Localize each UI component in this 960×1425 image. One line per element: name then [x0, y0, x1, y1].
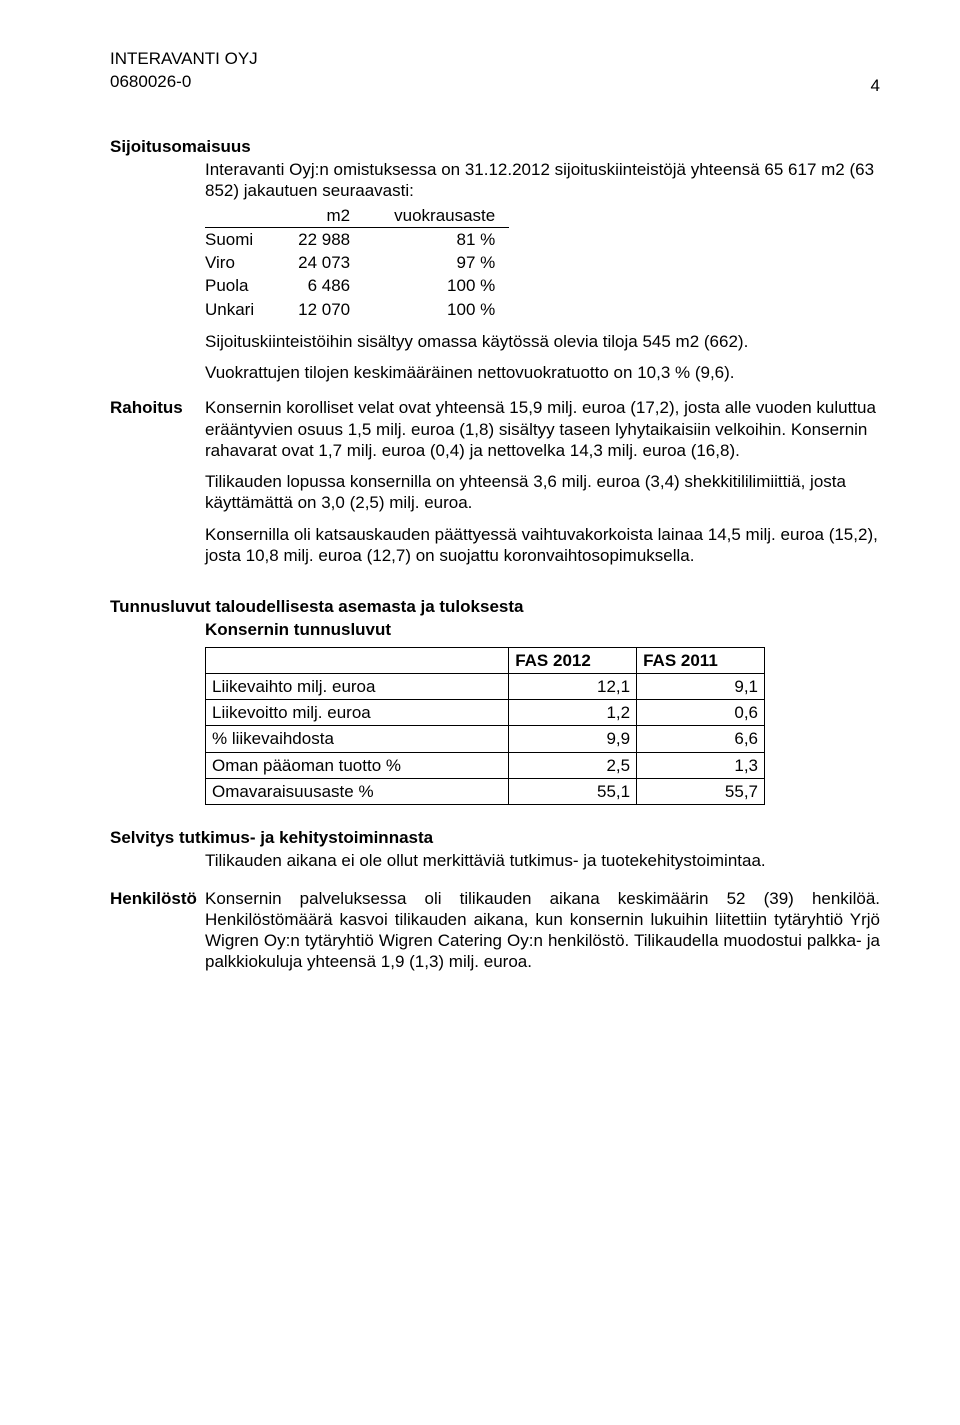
kpi-col-2011: FAS 2011 [637, 647, 765, 673]
kpi-2011: 0,6 [637, 700, 765, 726]
kpi-table: FAS 2012 FAS 2011 Liikevaihto milj. euro… [205, 647, 765, 806]
col-occupancy: vuokrausaste [364, 204, 509, 228]
table-row: Liikevoitto milj. euroa 1,2 0,6 [206, 700, 765, 726]
investment-assets-heading: Sijoitusomaisuus [110, 136, 880, 157]
kpi-label: Oman pääoman tuotto % [206, 752, 509, 778]
page-number: 4 [110, 75, 880, 96]
table-row: Omavaraisuusaste % 55,1 55,7 [206, 778, 765, 804]
kpi-col-label [206, 647, 509, 673]
cell-country: Viro [205, 251, 268, 274]
kpi-2011: 1,3 [637, 752, 765, 778]
col-country [205, 204, 268, 228]
financing-p1: Konsernin korolliset velat ovat yhteensä… [205, 397, 880, 461]
kpi-label: Liikevaihto milj. euroa [206, 673, 509, 699]
cell-country: Unkari [205, 298, 268, 321]
cell-m2: 6 486 [268, 274, 364, 297]
own-use-text: Sijoituskiinteistöihin sisältyy omassa k… [205, 331, 880, 352]
financing-heading: Rahoitus [110, 397, 205, 418]
cell-country: Suomi [205, 227, 268, 251]
cell-occupancy: 100 % [364, 298, 509, 321]
kpi-label: Liikevoitto milj. euroa [206, 700, 509, 726]
table-row: Puola 6 486 100 % [205, 274, 509, 297]
kpi-label: Omavaraisuusaste % [206, 778, 509, 804]
kpi-2012: 1,2 [509, 700, 637, 726]
kpi-2011: 6,6 [637, 726, 765, 752]
rnd-body: Tilikauden aikana ei ole ollut merkittäv… [205, 850, 880, 871]
kpi-heading: Tunnusluvut taloudellisesta asemasta ja … [110, 596, 880, 617]
company-name: INTERAVANTI OYJ [110, 48, 880, 69]
kpi-col-2012: FAS 2012 [509, 647, 637, 673]
personnel-heading: Henkilöstö [110, 888, 205, 909]
kpi-2012: 55,1 [509, 778, 637, 804]
kpi-2011: 9,1 [637, 673, 765, 699]
rnd-heading: Selvitys tutkimus- ja kehitystoiminnasta [110, 827, 880, 848]
table-row: Viro 24 073 97 % [205, 251, 509, 274]
kpi-label: % liikevaihdosta [206, 726, 509, 752]
table-row: % liikevaihdosta 9,9 6,6 [206, 726, 765, 752]
cell-occupancy: 100 % [364, 274, 509, 297]
kpi-subheading: Konsernin tunnusluvut [205, 619, 880, 640]
cell-m2: 12 070 [268, 298, 364, 321]
table-row: Suomi 22 988 81 % [205, 227, 509, 251]
investment-assets-intro: Interavanti Oyj:n omistuksessa on 31.12.… [205, 159, 880, 202]
cell-m2: 22 988 [268, 227, 364, 251]
table-header-row: m2 vuokrausaste [205, 204, 509, 228]
cell-country: Puola [205, 274, 268, 297]
col-m2: m2 [268, 204, 364, 228]
table-row: Oman pääoman tuotto % 2,5 1,3 [206, 752, 765, 778]
cell-m2: 24 073 [268, 251, 364, 274]
cell-occupancy: 81 % [364, 227, 509, 251]
kpi-2012: 2,5 [509, 752, 637, 778]
financing-p2: Tilikauden lopussa konsernilla on yhteen… [205, 471, 880, 514]
kpi-2012: 12,1 [509, 673, 637, 699]
financing-p3: Konsernilla oli katsauskauden päättyessä… [205, 524, 880, 567]
cell-occupancy: 97 % [364, 251, 509, 274]
yield-text: Vuokrattujen tilojen keskimääräinen nett… [205, 362, 880, 383]
property-table: m2 vuokrausaste Suomi 22 988 81 % Viro 2… [205, 204, 509, 321]
kpi-2011: 55,7 [637, 778, 765, 804]
page-header: INTERAVANTI OYJ 0680026-0 4 [110, 48, 880, 96]
personnel-body: Konsernin palveluksessa oli tilikauden a… [205, 888, 880, 973]
table-row: Liikevaihto milj. euroa 12,1 9,1 [206, 673, 765, 699]
table-row: Unkari 12 070 100 % [205, 298, 509, 321]
kpi-2012: 9,9 [509, 726, 637, 752]
table-header-row: FAS 2012 FAS 2011 [206, 647, 765, 673]
